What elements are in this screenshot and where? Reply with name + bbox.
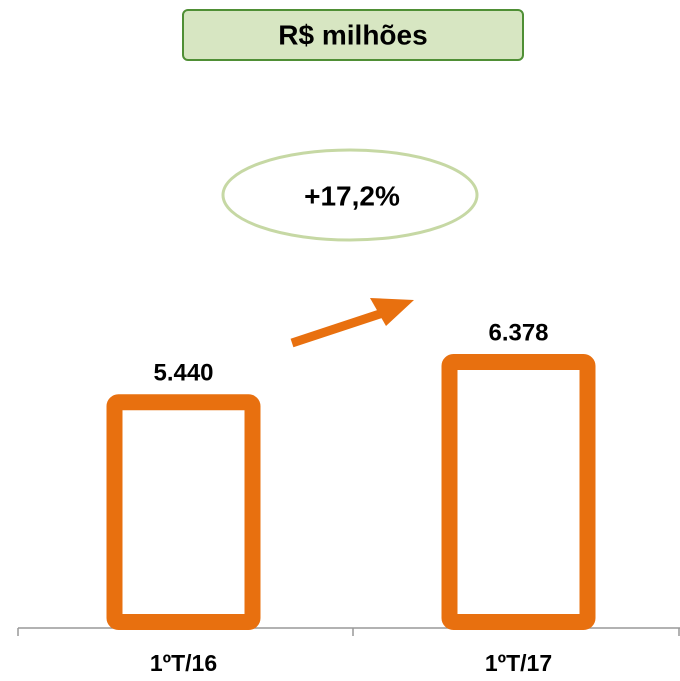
bar [106,394,261,630]
title-box [182,9,524,61]
arrow-shaft [290,304,397,348]
chart-title: R$ milhões [278,19,427,50]
x-tick-label: 1ºT/17 [485,650,552,676]
arrow-head [370,298,414,326]
arrow [290,298,414,348]
value-label: 6.378 [488,319,548,346]
value-label: 5.440 [153,360,213,387]
x-tick-label: 1ºT/16 [150,650,217,676]
bar [441,354,596,630]
annotation: +17,2% [304,180,400,211]
annotation-ellipse [221,148,479,242]
